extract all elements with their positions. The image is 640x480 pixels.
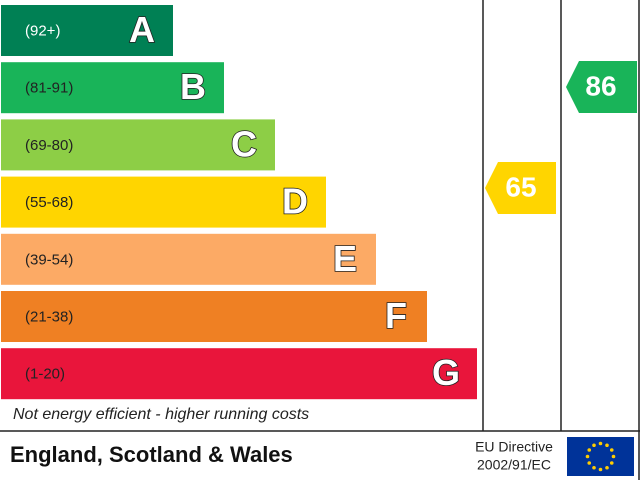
band-letter: D	[282, 181, 308, 222]
eu-stars	[585, 441, 616, 472]
eu-star	[609, 448, 614, 452]
band-bar	[1, 291, 427, 342]
region: England, Scotland & Wales	[10, 442, 293, 467]
band-letter: B	[180, 66, 206, 107]
eu-star	[587, 448, 592, 452]
band-range: (1-20)	[25, 366, 65, 383]
band-range: (39-54)	[25, 251, 73, 268]
potential-score: 86	[585, 70, 616, 101]
band-range: (21-38)	[25, 308, 73, 325]
eu-star	[611, 454, 616, 459]
band-range: (81-91)	[25, 80, 73, 97]
band-bar	[1, 348, 477, 400]
eu-star	[587, 461, 592, 465]
eu-star	[598, 467, 603, 472]
band-range: (55-68)	[25, 194, 73, 211]
eu-star	[598, 441, 603, 446]
eu-star	[605, 443, 609, 448]
eu-star	[585, 454, 590, 459]
band-letter: A	[129, 9, 155, 50]
potential-arrow	[566, 61, 637, 113]
eu-star	[605, 465, 609, 470]
directive-line2: 2002/91/EC	[477, 457, 551, 473]
eu-star	[592, 443, 596, 448]
band-letter: E	[333, 238, 357, 279]
current-arrow	[485, 162, 556, 214]
band-letter: F	[385, 295, 407, 336]
band-bar	[1, 62, 224, 114]
band-letter: C	[231, 123, 257, 164]
band-bar	[1, 176, 326, 228]
bands: (92+) A (81-91) B (69-80) C (55-68) D (39-54) E (2…	[1, 5, 477, 400]
eu-star	[592, 465, 596, 470]
eu-star	[609, 461, 614, 465]
band-bar	[1, 119, 275, 171]
band-letter: G	[432, 352, 460, 393]
band-bar	[1, 233, 376, 285]
bottom-note: Not energy efficient - higher running co…	[13, 406, 309, 423]
band-bar	[1, 5, 173, 56]
band-range: (92+)	[25, 22, 60, 39]
band-range: (69-80)	[25, 137, 73, 154]
directive-line1: EU Directive	[475, 439, 553, 455]
current-score: 65	[505, 171, 536, 202]
